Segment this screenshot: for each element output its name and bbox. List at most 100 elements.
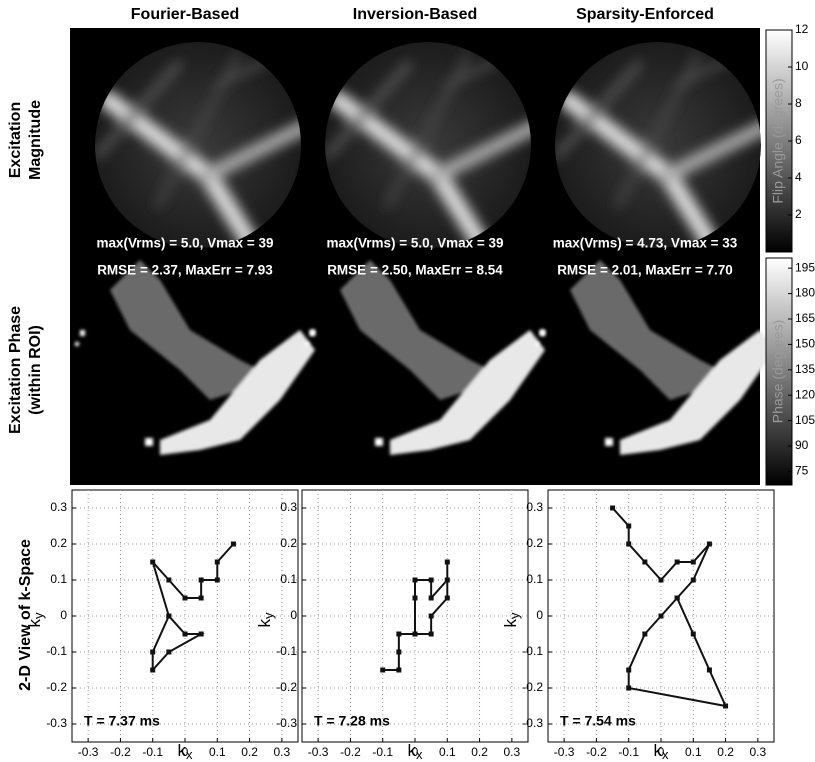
y-tick-label: -0.1 [276,644,297,658]
trajectory-point [182,595,188,601]
y-axis-label-base: k [25,619,44,628]
colorbar-tick-label: 180 [795,286,815,300]
y-axis-label: ky [501,612,522,628]
trajectory-point [674,595,680,601]
trajectory-point [690,631,696,637]
y-tick-label: -0.2 [46,680,67,694]
colorbar-tick-label: 12 [795,22,809,36]
x-tick-label: -0.2 [110,745,131,759]
y-tick-label: 0.3 [50,500,67,514]
y-tick-label: -0.3 [46,716,67,730]
y-tick-label: -0.2 [522,680,543,694]
trajectory-point [428,577,434,583]
trajectory-point [723,703,729,709]
colorbar-tick-label: 6 [795,133,802,147]
trajectory-point [642,559,648,565]
row-label: Excitation Phase [7,306,24,434]
trajectory-point [230,541,236,547]
x-axis-label-sub: x [186,747,193,762]
x-tick-label: 0.1 [439,745,456,759]
y-axis-label-sub: y [31,612,46,619]
trajectory-point [214,559,220,565]
trajectory-point [198,595,204,601]
x-tick-label: -0.3 [554,745,575,759]
x-tick-label: 0.3 [750,745,767,759]
trajectory-point [706,667,712,673]
colorbar-tick-label: 150 [795,337,815,351]
x-tick-label: -0.1 [372,745,393,759]
row-label: 2-D View of k-Space [17,539,34,691]
colorbar-tick-label: 135 [795,362,815,376]
colorbar-tick-label: 8 [795,96,802,110]
x-tick-label: 0.1 [209,745,226,759]
x-tick-label: 0.3 [504,745,521,759]
trajectory-point [658,577,664,583]
y-tick-label: 0.2 [50,536,67,550]
y-axis-label-base: k [255,619,274,628]
column-title: Fourier-Based [131,6,239,23]
stats-text: RMSE = 2.50, MaxErr = 8.54 [327,263,503,278]
column-title: Sparsity-Enforced [576,6,714,23]
trajectory-point [626,685,632,691]
y-tick-label: 0 [290,608,297,622]
kspace-plot: -0.3 -0.2 -0.1 0 0.1 0.2 0.3 -0.3 -0.2 -0.1 0 0.1 0.… [501,489,775,762]
trajectory-point [626,667,632,673]
y-axis-label-base: k [501,619,520,628]
colorbar-tick-label: 90 [795,438,809,452]
colorbar-tick-label: 120 [795,387,815,401]
y-tick-label: 0.3 [280,500,297,514]
y-axis-label-sub: y [261,612,276,619]
trajectory-point [150,667,156,673]
x-axis-label-base: k [178,741,187,760]
x-tick-label: 0.2 [717,745,734,759]
trajectory-point [412,595,418,601]
x-axis-label-base: k [408,741,417,760]
x-tick-label: -0.3 [308,745,329,759]
y-tick-label: -0.3 [276,716,297,730]
trajectory-point [690,559,696,565]
y-tick-label: 0 [60,608,67,622]
y-tick-label: 0.3 [526,500,543,514]
trajectory-point [182,631,188,637]
trajectory-point [198,577,204,583]
y-tick-label: -0.1 [46,644,67,658]
stats-text: max(Vrms) = 5.0, Vmax = 39 [96,236,273,251]
trajectory-point [380,667,386,673]
x-tick-label: -0.2 [340,745,361,759]
colorbar [765,257,793,486]
stats-text: max(Vrms) = 4.73, Vmax = 33 [553,236,738,251]
trajectory-point [444,595,450,601]
colorbar-tick-label: 165 [795,311,815,325]
trajectory-point [626,541,632,547]
x-tick-label: 0.2 [471,745,488,759]
x-tick-label: -0.1 [618,745,639,759]
stats-text: RMSE = 2.01, MaxErr = 7.70 [557,263,733,278]
x-axis-label-base: k [654,741,663,760]
colorbar-tick-label: 2 [795,207,802,221]
x-tick-label: 0 [412,745,419,759]
y-tick-label: 0.2 [280,536,297,550]
trajectory-point [444,577,450,583]
colorbar-tick-label: 195 [795,260,815,274]
y-axis-label-sub: y [507,612,522,619]
colorbar-tick-label: 75 [795,464,809,478]
y-tick-label: 0.1 [280,572,297,586]
colorbar [765,29,793,253]
annotation: T = 7.28 ms [314,713,390,729]
x-tick-label: 0 [658,745,665,759]
annotation: T = 7.54 ms [560,713,636,729]
y-tick-label: 0.1 [526,572,543,586]
y-tick-label: -0.3 [522,716,543,730]
row-label: Magnitude [27,100,44,180]
x-tick-label: -0.3 [78,745,99,759]
colorbar-tick-label: 105 [795,413,815,427]
x-tick-label: -0.1 [142,745,163,759]
y-tick-label: 0 [536,608,543,622]
trajectory-point [412,631,418,637]
trajectory-point [428,595,434,601]
y-tick-label: 0.2 [526,536,543,550]
trajectory-point [396,649,402,655]
column-title: Inversion-Based [353,6,477,23]
trajectory-point [396,667,402,673]
